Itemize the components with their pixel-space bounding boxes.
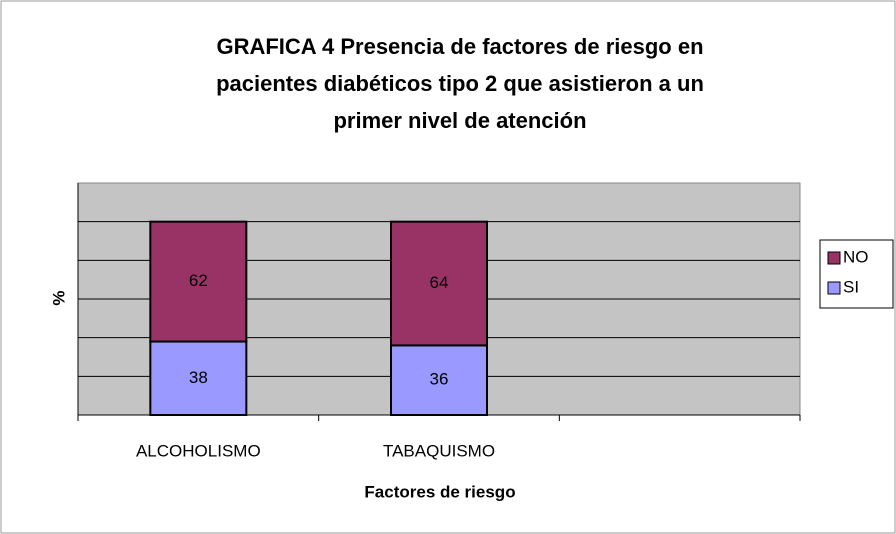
chart-title: pacientes diabéticos tipo 2 que asistier…	[216, 71, 704, 96]
bar-segment	[390, 220, 488, 347]
legend-label: SI	[843, 277, 859, 296]
x-axis-label: Factores de riesgo	[364, 482, 515, 501]
legend-label: NO	[843, 247, 869, 266]
chart-title: primer nivel de atención	[333, 108, 586, 133]
x-tick-label: ALCOHOLISMO	[136, 441, 261, 460]
chart-title: GRAFICA 4 Presencia de factores de riesg…	[216, 34, 703, 59]
data-label: 38	[189, 368, 208, 387]
bar-segment	[149, 340, 248, 416]
bar-segment	[390, 344, 488, 416]
x-tick-label: TABAQUISMO	[383, 441, 495, 460]
legend-swatch	[827, 251, 841, 265]
y-axis-label: %	[49, 290, 68, 305]
bar-segment	[149, 220, 248, 343]
data-label: 64	[430, 273, 449, 292]
legend-box	[819, 239, 894, 309]
data-label: 36	[430, 370, 449, 389]
legend-swatch	[827, 281, 841, 295]
data-label: 62	[189, 271, 208, 290]
